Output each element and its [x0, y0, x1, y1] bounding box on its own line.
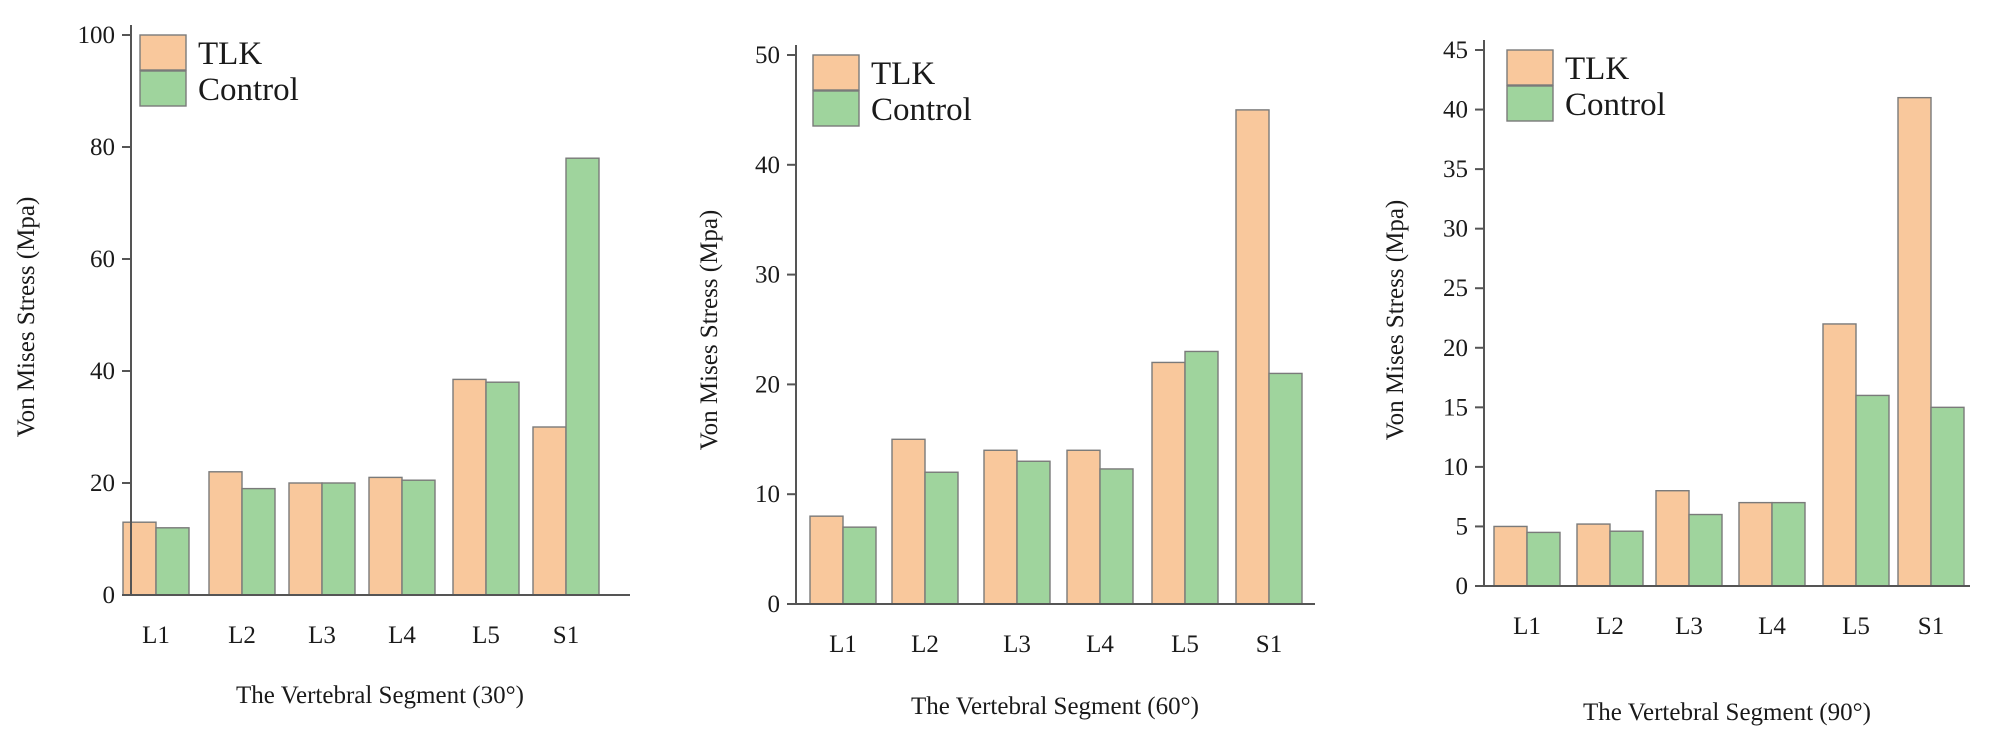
- x-tick-label: L1: [142, 622, 170, 649]
- x-tick-label: L2: [911, 631, 939, 658]
- y-tick-label: 0: [768, 591, 781, 618]
- x-tick-label: L4: [388, 622, 416, 649]
- y-tick-label: 100: [78, 22, 116, 49]
- bar-tlk-l2: [891, 438, 926, 605]
- legend-label-tlk: TLK: [871, 56, 935, 92]
- y-tick-label: 5: [1456, 513, 1469, 540]
- bar-tlk-l5: [452, 378, 487, 596]
- bar-tlk-l5: [1822, 323, 1857, 587]
- y-tick-label: 30: [755, 262, 780, 289]
- legend-swatch-tlk: [139, 34, 187, 71]
- bar-control-l5: [485, 381, 520, 596]
- x-tick-label: S1: [553, 622, 579, 649]
- y-tick-label: 60: [90, 246, 115, 273]
- bar-tlk-l5: [1151, 361, 1186, 605]
- x-tick-label: S1: [1256, 631, 1282, 658]
- bar-control-l1: [842, 526, 877, 605]
- x-tick-label: L5: [1171, 631, 1199, 658]
- y-tick-label: 20: [755, 371, 780, 398]
- bar-tlk-l4: [368, 476, 403, 596]
- y-axis-title: Von Mises Stress (Mpa): [1382, 200, 1409, 441]
- y-tick-label: 50: [755, 42, 780, 69]
- bar-control-l3: [1016, 460, 1051, 605]
- x-axis-title: The Vertebral Segment (30°): [236, 682, 524, 709]
- bar-control-l1: [1526, 531, 1561, 587]
- y-tick-label: 0: [103, 582, 116, 609]
- y-tick-label: 10: [755, 481, 780, 508]
- bar-control-l4: [1099, 468, 1134, 605]
- bar-control-l5: [1855, 394, 1890, 587]
- x-tick-label: L2: [1596, 613, 1624, 640]
- y-axis-title: Von Mises Stress (Mpa): [696, 210, 723, 451]
- x-tick-label: L1: [1513, 613, 1541, 640]
- legend-swatch-tlk: [1506, 49, 1554, 86]
- x-tick-label: L1: [829, 631, 857, 658]
- chart-panel-60-degrees: 0 10 20 30 40 50 L1 L2 L3 L4 L5 S1 The Vertebral Seg…: [696, 42, 1315, 720]
- bar-control-l2: [241, 487, 276, 596]
- chart-panel-90-degrees: 0 5 10 15 20 25 30 35 40 45 L1 L2 L3 L4 L5 S1 The Verteb…: [1382, 37, 1970, 726]
- y-tick-label: 30: [1443, 216, 1468, 243]
- legend-label-control: Control: [1565, 87, 1666, 123]
- x-tick-label: L5: [1842, 613, 1870, 640]
- bar-tlk-l1: [122, 521, 157, 596]
- bar-control-l1: [155, 527, 190, 596]
- x-tick-label: L3: [1003, 631, 1031, 658]
- bar-tlk-l2: [208, 471, 243, 596]
- legend-swatch-control: [139, 70, 187, 107]
- bar-control-l2: [1609, 530, 1644, 587]
- x-tick-label: L3: [308, 622, 336, 649]
- bar-control-l3: [1688, 513, 1723, 587]
- bar-tlk-l3: [1655, 490, 1690, 587]
- y-tick-label: 0: [1456, 573, 1469, 600]
- bar-control-s1: [1930, 406, 1965, 587]
- x-tick-label: L5: [472, 622, 500, 649]
- legend-swatch-control: [812, 90, 860, 127]
- bar-tlk-l4: [1066, 449, 1101, 605]
- bar-tlk-l1: [809, 515, 844, 605]
- bar-tlk-l4: [1738, 501, 1773, 587]
- y-tick-label: 35: [1443, 156, 1468, 183]
- bar-control-s1: [1268, 372, 1303, 605]
- bar-tlk-l3: [983, 449, 1018, 605]
- y-axis-title: Von Mises Stress (Mpa): [13, 197, 40, 438]
- legend-label-tlk: TLK: [198, 36, 262, 72]
- bar-control-l4: [1771, 501, 1806, 587]
- x-axis-title: The Vertebral Segment (90°): [1583, 699, 1871, 726]
- legend-label-control: Control: [198, 72, 299, 108]
- bar-tlk-l3: [288, 482, 323, 596]
- bar-control-l2: [924, 471, 959, 605]
- y-tick-label: 15: [1443, 394, 1468, 421]
- y-tick-label: 20: [90, 470, 115, 497]
- y-tick-label: 25: [1443, 275, 1468, 302]
- y-tick-label: 40: [1443, 97, 1468, 124]
- bar-tlk-s1: [1897, 96, 1932, 587]
- y-tick-label: 10: [1443, 454, 1468, 481]
- legend-swatch-tlk: [812, 54, 860, 91]
- y-tick-label: 20: [1443, 335, 1468, 362]
- x-tick-label: L3: [1675, 613, 1703, 640]
- x-tick-label: S1: [1918, 613, 1944, 640]
- y-tick-label: 40: [90, 358, 115, 385]
- bar-control-l4: [401, 479, 436, 596]
- x-tick-label: L2: [228, 622, 256, 649]
- y-tick-label: 80: [90, 134, 115, 161]
- chart-panel-30-degrees: 0 20 40 60 80 100 L1 L2 L3 L4 L5 S1 The Vertebral Se…: [13, 22, 630, 709]
- legend-swatch-control: [1506, 85, 1554, 122]
- legend-label-tlk: TLK: [1565, 51, 1629, 87]
- y-tick-label: 45: [1443, 37, 1468, 64]
- bar-tlk-s1: [532, 426, 567, 596]
- bar-tlk-s1: [1235, 109, 1270, 605]
- x-axis-title: The Vertebral Segment (60°): [911, 693, 1199, 720]
- x-tick-label: L4: [1758, 613, 1786, 640]
- y-tick-label: 40: [755, 152, 780, 179]
- bar-tlk-l1: [1493, 525, 1528, 587]
- bar-tlk-l2: [1576, 523, 1611, 587]
- bar-control-l5: [1184, 350, 1219, 605]
- x-tick-label: L4: [1086, 631, 1114, 658]
- legend-label-control: Control: [871, 92, 972, 128]
- bar-control-l3: [321, 482, 356, 596]
- bar-control-s1: [565, 157, 600, 596]
